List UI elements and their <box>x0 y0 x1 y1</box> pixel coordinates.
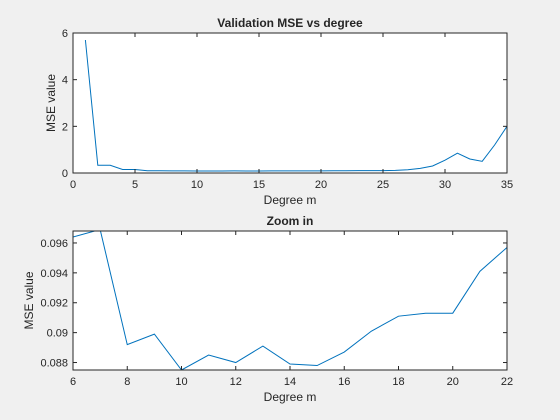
x-tick-label: 14 <box>284 376 296 388</box>
x-tick-label: 18 <box>392 376 404 388</box>
x-tick-label: 35 <box>501 179 513 191</box>
y-tick-label: 0.094 <box>40 268 68 280</box>
x-tick-label: 10 <box>175 376 187 388</box>
x-tick-label: 12 <box>230 376 242 388</box>
y-axis-label: MSE value <box>44 74 58 132</box>
chart-title: Validation MSE vs degree <box>217 16 363 30</box>
x-tick-label: 22 <box>501 376 513 388</box>
x-tick-label: 30 <box>439 179 451 191</box>
series-line <box>84 39 507 172</box>
top-plot: 0 5 10 15 20 25 30 35 0 2 4 6 Validation MSE vs degr… <box>44 16 513 207</box>
y-tick-label: 0.096 <box>40 238 68 250</box>
y-axis-label: MSE value <box>22 271 36 329</box>
y-tick-label: 0.092 <box>40 298 68 310</box>
plot-area <box>73 33 507 173</box>
y-tick-label: 0 <box>62 168 68 180</box>
y-tick-label: 0.09 <box>47 328 68 340</box>
series-line <box>73 231 507 370</box>
x-tick-label: 5 <box>132 179 138 191</box>
x-tick-label: 20 <box>447 376 459 388</box>
x-tick-label: 20 <box>315 179 327 191</box>
axes-frame <box>72 32 508 174</box>
x-axis-label: Degree m <box>264 390 317 404</box>
x-tick-label: 15 <box>253 179 265 191</box>
x-tick-label: 16 <box>338 376 350 388</box>
y-tick-label: 6 <box>62 28 68 40</box>
x-tick-label: 10 <box>191 179 203 191</box>
plot-area <box>73 231 507 370</box>
x-axis-label: Degree m <box>264 193 317 207</box>
x-tick-label: 0 <box>70 179 76 191</box>
x-tick-label: 6 <box>70 376 76 388</box>
y-tick-label: 4 <box>62 75 68 87</box>
x-tick-label: 25 <box>377 179 389 191</box>
chart-title: Zoom in <box>267 214 314 228</box>
x-tick-label: 8 <box>124 376 130 388</box>
y-tick-label: 0.088 <box>40 358 68 370</box>
y-tick-label: 2 <box>62 121 68 133</box>
bottom-plot: 6 8 10 12 14 16 18 20 22 0.088 0.09 0.092 0.094 0.096… <box>22 214 513 404</box>
